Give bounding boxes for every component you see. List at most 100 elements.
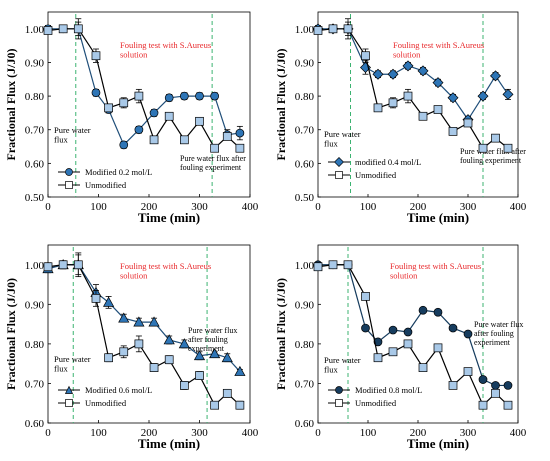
legend-label: Modified 0.8 mol/L (355, 385, 422, 395)
y-tick-label: 1.00 (25, 260, 45, 272)
data-point (313, 262, 323, 272)
data-point (502, 88, 514, 100)
data-point (448, 127, 458, 136)
x-tick-label: 400 (510, 201, 527, 213)
legend-marker (335, 386, 343, 394)
data-point (388, 347, 398, 357)
data-point (104, 103, 113, 113)
data-point (491, 381, 500, 390)
x-tick-label: 200 (141, 427, 158, 439)
data-point (119, 347, 129, 357)
data-point (433, 105, 443, 114)
y-tick-label: 1.00 (295, 24, 315, 36)
data-point (210, 400, 219, 410)
data-point (343, 24, 353, 34)
data-point (195, 371, 204, 380)
y-tick-label: 0.60 (25, 418, 45, 430)
x-tick-label: 0 (315, 201, 321, 213)
y-tick-label: 0.60 (25, 158, 45, 170)
data-point (503, 381, 513, 390)
data-point (134, 91, 144, 101)
data-point (43, 262, 53, 272)
x-axis-label: Time (min) (407, 436, 469, 451)
after-fouling-annotation: Pure water flux after fouling experiment (474, 320, 523, 347)
x-tick-label: 300 (191, 427, 208, 439)
data-point (403, 339, 413, 349)
x-tick-label: 0 (315, 427, 321, 439)
data-point (148, 316, 160, 327)
legend-marker (335, 171, 343, 179)
data-point (149, 363, 159, 372)
data-point (58, 260, 68, 270)
x-tick-label: 300 (460, 427, 477, 439)
pure-water-annotation: Pure water flux (54, 354, 91, 374)
pure-water-annotation: Pure water flux (324, 355, 361, 375)
data-point (91, 88, 101, 98)
y-tick-label: 0.90 (25, 299, 45, 311)
data-point (478, 143, 488, 153)
data-point (134, 125, 144, 135)
legend-marker (334, 157, 344, 167)
after-fouling-annotation: Pure water flux after fouling experiment (460, 147, 526, 165)
data-point (387, 68, 399, 80)
data-point (418, 305, 428, 315)
x-tick-label: 100 (90, 427, 107, 439)
data-point (58, 24, 68, 34)
data-point (118, 312, 130, 323)
fouling-annotation: Fouling test with S.Aureus solution (120, 261, 211, 281)
fouling-annotation: Fouling test with S.Aureus solution (390, 261, 481, 281)
x-tick-label: 100 (360, 201, 377, 213)
data-point (433, 343, 443, 353)
data-point (104, 353, 113, 363)
chart-panel-bottom-left: 0.60 0.70 0.80 0.90 1.00 0 100 200 300 400 Time (m… (4, 244, 259, 451)
data-point (491, 388, 500, 398)
data-point (209, 348, 221, 359)
data-point (388, 325, 398, 335)
data-point (91, 294, 101, 303)
series-line-1 (317, 264, 509, 407)
legend-label: Unmodified (355, 170, 397, 180)
data-point (163, 334, 175, 345)
x-axis-label: Time (min) (407, 210, 469, 225)
data-point (119, 98, 129, 108)
data-point (447, 92, 459, 104)
data-point (361, 323, 370, 333)
data-point (235, 128, 245, 138)
y-tick-label: 0.80 (295, 339, 315, 351)
data-point (195, 91, 204, 101)
x-tick-label: 100 (90, 201, 107, 213)
series-line-1 (47, 264, 241, 407)
y-tick-label: 0.80 (25, 339, 45, 351)
data-point (133, 316, 145, 327)
data-point (361, 292, 370, 301)
legend-label: modified 0.4 mol/L (355, 157, 421, 167)
y-axis-label: Fractional Flux (J/J0) (4, 49, 18, 161)
data-point (149, 135, 159, 145)
x-tick-label: 300 (460, 201, 477, 213)
data-point (372, 68, 384, 80)
data-point (388, 98, 398, 108)
data-point (503, 400, 513, 410)
data-point (210, 143, 219, 153)
legend-marker (65, 399, 73, 407)
data-point (361, 51, 370, 61)
data-point (164, 93, 174, 103)
x-tick-label: 200 (410, 427, 427, 439)
x-tick-label: 400 (510, 427, 527, 439)
x-axis-label: Time (min) (138, 436, 200, 451)
data-point (433, 307, 443, 317)
data-point (234, 365, 246, 376)
legend-marker (65, 181, 73, 189)
data-point (164, 111, 174, 121)
data-point (432, 77, 444, 89)
data-point (221, 352, 233, 363)
x-tick-label: 0 (45, 201, 51, 213)
data-point (193, 350, 206, 361)
data-point (328, 260, 338, 270)
x-axis-label: Time (min) (138, 210, 200, 225)
legend-marker (335, 399, 343, 407)
data-point (313, 26, 323, 35)
x-tick-label: 400 (242, 201, 259, 213)
data-point (180, 91, 189, 101)
data-point (373, 337, 383, 347)
